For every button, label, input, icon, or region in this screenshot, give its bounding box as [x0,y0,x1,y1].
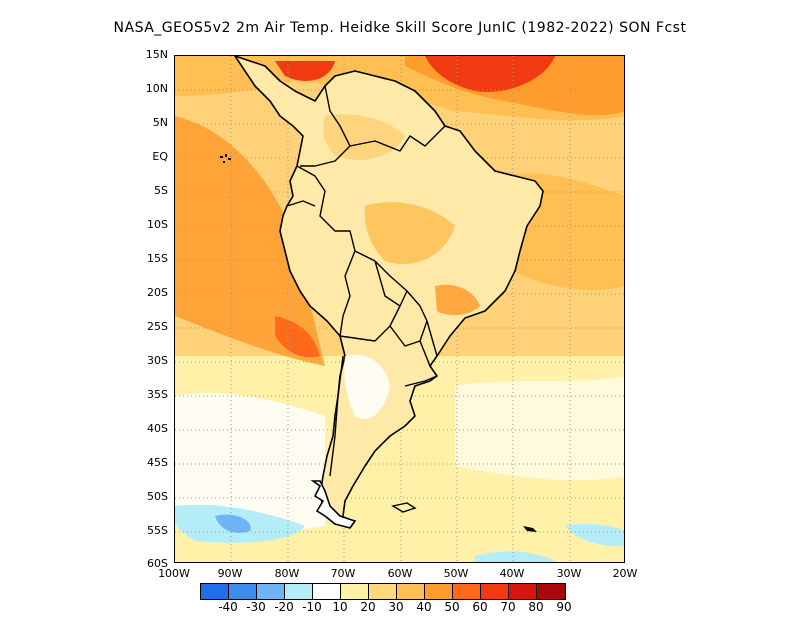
lon-label: 100W [158,567,190,580]
skill-score-map [174,55,625,563]
colorbar-swatch [453,584,481,599]
lon-label: 80W [274,567,300,580]
lat-label: 15S [147,252,168,265]
falkland-islands [391,502,417,513]
colorbar-swatch [369,584,397,599]
colorbar-swatch [201,584,229,599]
colorbar-label: 30 [388,600,404,614]
amazon-interior-skill [323,114,405,160]
colorbar-label: 20 [360,600,376,614]
colorbar-label: -40 [218,600,238,614]
lat-label: 25S [147,320,168,333]
map-title: NASA_GEOS5v2 2m Air Temp. Heidke Skill S… [113,20,687,36]
colorbar-label: 70 [500,600,516,614]
colorbar-swatch [257,584,285,599]
lat-label: 45S [147,456,168,469]
lon-label: 90W [217,567,243,580]
colorbar-label: 80 [528,600,544,614]
eastern-pacific-high-skill [175,116,325,366]
colorbar-label: -20 [274,600,294,614]
lon-label: 20W [612,567,638,580]
lat-label: EQ [152,150,168,163]
colorbar-swatch [229,584,257,599]
lat-label: 5S [154,184,168,197]
south-georgia-island [523,526,537,532]
lat-label: 10S [147,218,168,231]
colorbar-swatch [481,584,509,599]
brazil-interior-skill [364,202,455,265]
argentina-low-skill [344,354,390,420]
colorbar-label: 60 [472,600,488,614]
colorbar-label: 10 [332,600,348,614]
negative-skill-patch-south [475,551,555,562]
colorbar-swatch [285,584,313,599]
subtropical-pacific-peak [275,316,320,358]
colorbar-swatch [537,584,565,599]
lat-label: 35S [147,388,168,401]
colorbar-label: -30 [246,600,266,614]
colorbar [200,583,566,600]
lon-label: 40W [499,567,525,580]
colorbar-swatch [397,584,425,599]
lon-label: 60W [387,567,413,580]
colorbar-swatch [425,584,453,599]
southwest-pacific-low-skill [175,393,325,531]
lat-label: 50S [147,490,168,503]
lat-label: 5N [152,116,168,129]
lon-label: 70W [330,567,356,580]
south-atlantic-low-skill [455,376,624,481]
lat-label: 55S [147,524,168,537]
lon-label: 30W [556,567,582,580]
negative-skill-core [215,514,251,533]
lat-label: 30S [147,354,168,367]
colorbar-label: 50 [444,600,460,614]
lat-label: 20S [147,286,168,299]
colorbar-swatch [341,584,369,599]
colorbar-label: 40 [416,600,432,614]
galapagos-islands [220,154,231,163]
lon-label: 50W [443,567,469,580]
colorbar-label: -10 [302,600,322,614]
south-america-continent [234,56,544,527]
negative-skill-patch-southeast [565,523,624,547]
lat-label: 40S [147,422,168,435]
map-canvas [175,56,624,562]
colorbar-label: 90 [556,600,572,614]
pacific-peak-skill [275,61,335,81]
lat-label: 60S [147,557,168,570]
colorbar-swatch [313,584,341,599]
lat-label: 10N [145,82,168,95]
southeast-brazil-skill [435,284,480,316]
lat-label: 15N [145,48,168,61]
country-borders [286,85,446,477]
patagonia-fjords [310,480,357,529]
colorbar-swatch [509,584,537,599]
